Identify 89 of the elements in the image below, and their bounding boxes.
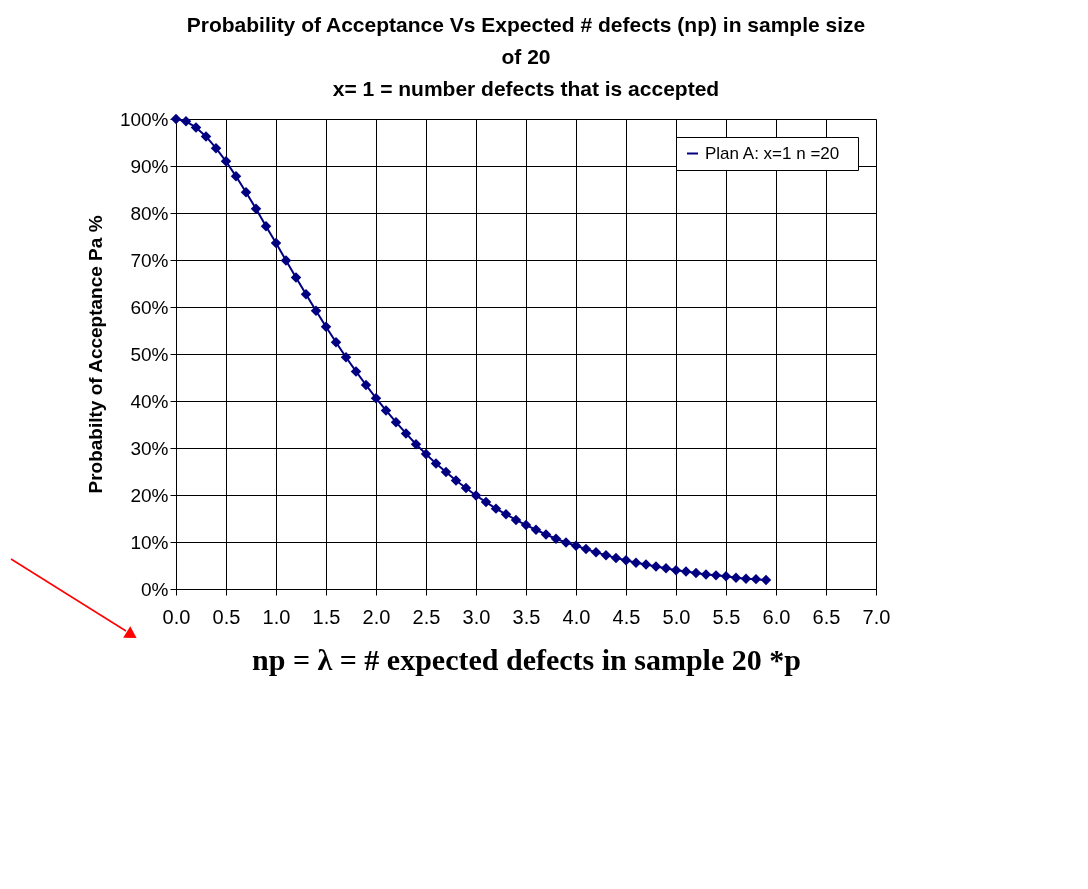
y-tick-label: 10% — [130, 531, 169, 553]
point — [210, 142, 222, 154]
point — [600, 549, 612, 561]
point — [550, 533, 562, 544]
x-tick-label: 6.5 — [812, 605, 841, 628]
y-tick-label: 20% — [130, 484, 169, 506]
x-tick-label: 3.0 — [462, 605, 491, 628]
point — [740, 573, 752, 584]
chart-subtitle: x= 1 = number defects that is accepted — [332, 77, 720, 100]
point — [640, 559, 652, 570]
point — [180, 116, 192, 127]
y-tick-label: 40% — [130, 390, 169, 412]
point — [360, 379, 372, 391]
point — [440, 466, 452, 478]
y-tick-label: 70% — [130, 249, 169, 271]
point — [540, 529, 552, 540]
x-tick-label: 1.0 — [262, 605, 291, 628]
point — [470, 490, 482, 501]
point — [350, 366, 362, 377]
point — [330, 337, 342, 348]
point — [430, 458, 442, 469]
y-axis-title: Probabilty of Acceptance Pa % — [84, 215, 106, 494]
x-tick-label: 4.0 — [562, 605, 591, 628]
point — [190, 122, 202, 133]
point — [240, 187, 252, 198]
point — [320, 321, 332, 332]
point — [570, 540, 582, 551]
point — [690, 567, 702, 579]
point — [760, 574, 772, 586]
point — [680, 566, 692, 577]
point — [620, 555, 632, 566]
point — [520, 519, 532, 531]
x-tick-label: 5.0 — [662, 605, 691, 628]
point — [380, 405, 392, 416]
point — [300, 289, 312, 300]
point — [700, 569, 712, 580]
point — [270, 237, 282, 249]
point — [650, 561, 662, 572]
x-tick-label: 7.0 — [862, 605, 891, 628]
point — [730, 572, 742, 583]
x-tick-label: 2.5 — [412, 605, 441, 628]
x-tick-label: 1.5 — [312, 605, 341, 628]
point — [610, 552, 622, 564]
y-tick-label: 80% — [130, 202, 169, 224]
point — [630, 557, 642, 568]
point — [720, 571, 732, 582]
point — [420, 448, 432, 460]
x-tick-label: 3.5 — [512, 605, 541, 628]
point — [390, 416, 402, 428]
x-tick-label: 5.5 — [712, 605, 741, 628]
point — [590, 547, 602, 558]
x-tick-label: 0.5 — [212, 605, 241, 628]
x-axis-title: np = λ = # expected defects in sample 20 *p — [252, 642, 801, 676]
point — [310, 305, 322, 316]
x-tick-label: 2.0 — [362, 605, 391, 628]
x-tick-label: 0.0 — [162, 605, 191, 628]
point — [450, 475, 462, 486]
point — [230, 171, 242, 182]
point — [280, 255, 292, 266]
point — [260, 220, 272, 232]
y-tick-label: 50% — [130, 343, 169, 365]
point — [560, 537, 572, 548]
point — [250, 203, 262, 215]
x-tick-label: 6.0 — [762, 605, 791, 628]
point — [530, 524, 542, 536]
point — [400, 428, 412, 439]
point — [410, 439, 422, 450]
point — [200, 131, 212, 142]
y-tick-label: 90% — [130, 155, 169, 177]
point — [480, 496, 492, 508]
point — [710, 570, 722, 581]
point — [500, 509, 512, 520]
point — [290, 272, 302, 283]
point — [490, 503, 502, 514]
point — [220, 156, 232, 167]
point — [340, 352, 352, 363]
point — [660, 563, 672, 574]
y-tick-label: 100% — [119, 108, 169, 130]
y-tick-label: 0% — [141, 578, 169, 600]
legend-label: Plan A: x=1 n =20 — [705, 143, 840, 163]
point — [510, 514, 522, 526]
y-tick-label: 60% — [130, 296, 169, 318]
point — [370, 392, 382, 404]
point — [580, 543, 592, 555]
point — [750, 573, 762, 585]
y-tick-label: 30% — [130, 437, 169, 459]
point — [670, 564, 682, 576]
x-tick-label: 4.5 — [612, 605, 641, 628]
point — [460, 482, 472, 494]
